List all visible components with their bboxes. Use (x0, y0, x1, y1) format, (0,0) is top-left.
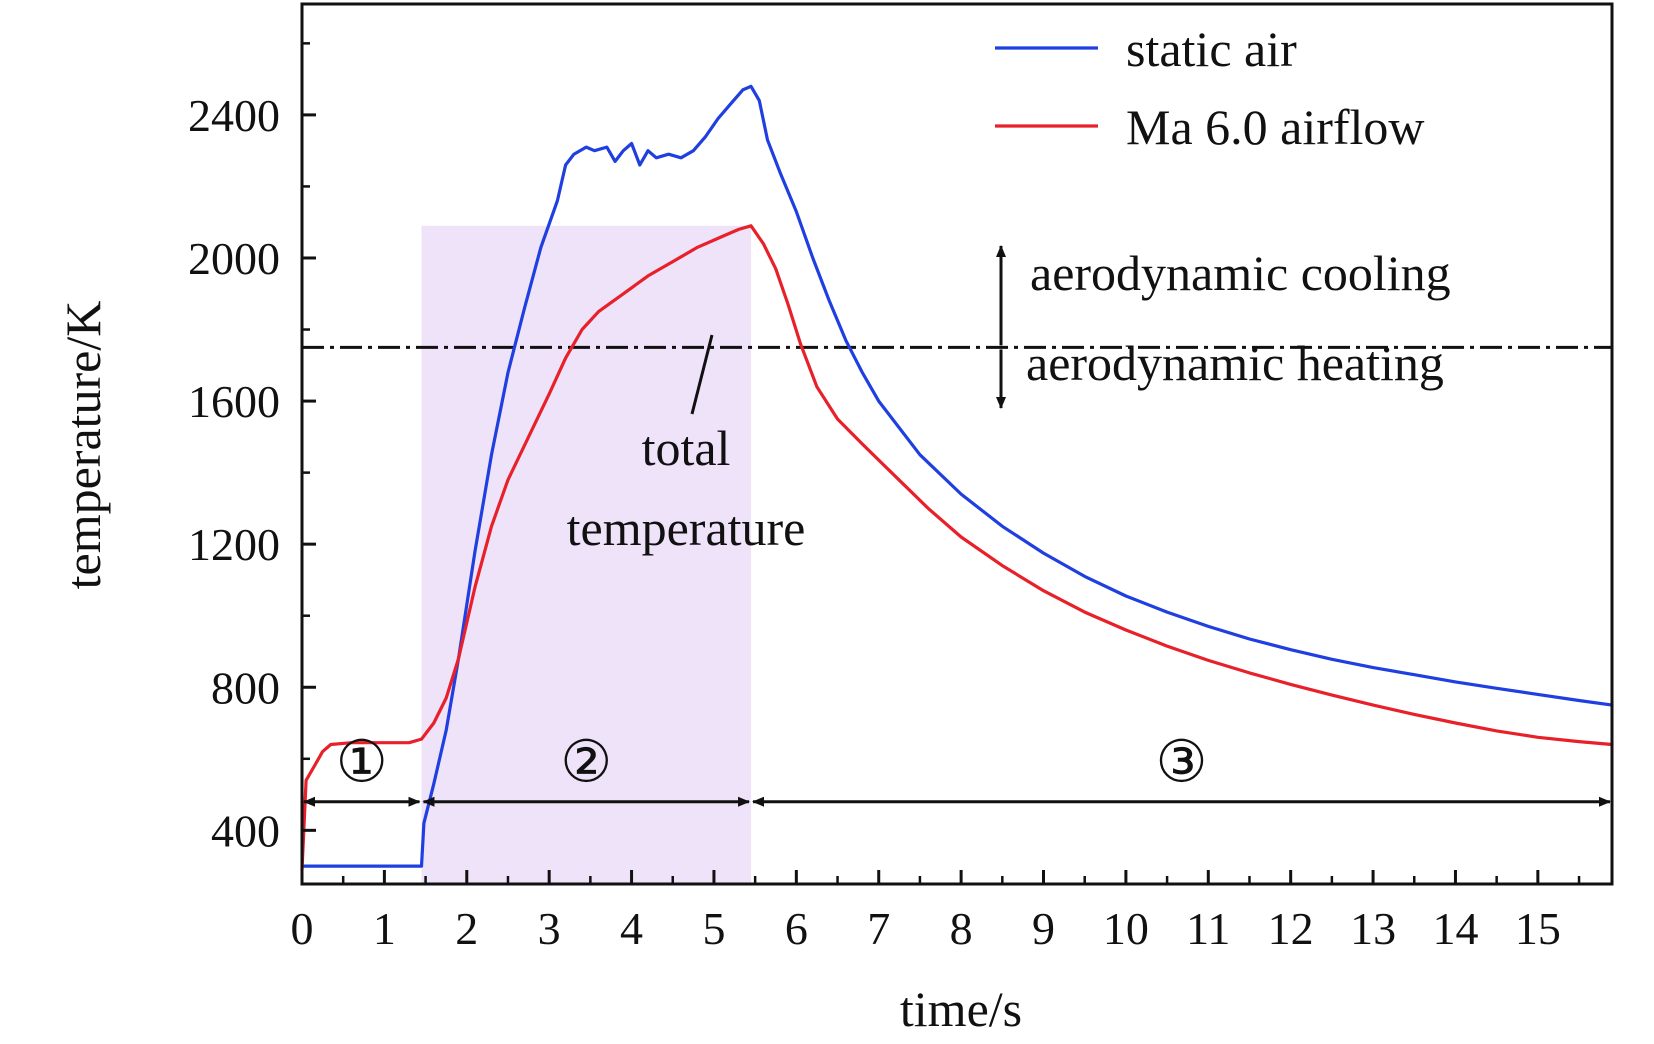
x-tick-label: 8 (950, 903, 973, 954)
x-tick-label: 14 (1432, 903, 1478, 954)
background-layer (421, 225, 752, 884)
x-tick-label: 9 (1032, 903, 1055, 954)
plot-frame (300, 2, 1614, 886)
total-temperature-pointer (690, 334, 714, 415)
shaded-region (421, 225, 752, 884)
x-tick-label: 0 (291, 903, 314, 954)
total-label-line2: temperature (567, 500, 806, 556)
x-tick-label: 10 (1103, 903, 1149, 954)
axes-layer: 0 1 2 3 4 5 6 7 8 9 10 11 12 13 14 15400800120016002000… (55, 2, 1614, 1037)
x-axis-title: time/s (900, 981, 1022, 1037)
x-tick-label: 7 (867, 903, 890, 954)
x-tick-label: 13 (1350, 903, 1396, 954)
x-tick-label: 2 (455, 903, 478, 954)
legend: static air Ma 6.0 airflow (995, 21, 1425, 155)
x-tick-label: 11 (1186, 903, 1230, 954)
series-line-2 (300, 224, 1614, 872)
y-tick-label: 2400 (188, 90, 280, 141)
y-tick-label: 2000 (188, 233, 280, 284)
series-line-1 (300, 84, 1614, 868)
x-tick-label: 12 (1268, 903, 1314, 954)
y-tick-label: 800 (211, 662, 280, 713)
x-tick-label: 3 (538, 903, 561, 954)
y-axis-title: temperature/K (55, 301, 111, 590)
legend-label-2: Ma 6.0 airflow (1126, 99, 1425, 155)
x-tick-label: 1 (373, 903, 396, 954)
legend-label-1: static air (1126, 21, 1297, 77)
y-tick-label: 400 (211, 805, 280, 856)
stage-label-3: ③ (1156, 730, 1208, 795)
x-tick-label: 4 (620, 903, 643, 954)
stage-label-2: ② (560, 730, 612, 795)
heating-label: aerodynamic heating (1026, 335, 1444, 391)
x-tick-label: 5 (702, 903, 725, 954)
x-tick-label: 6 (785, 903, 808, 954)
total-label-line1: total (642, 420, 731, 476)
stage-label-1: ① (336, 730, 388, 795)
cooling-label: aerodynamic cooling (1030, 245, 1451, 301)
x-tick-label: 15 (1515, 903, 1561, 954)
y-tick-label: 1600 (188, 376, 280, 427)
annotation-layer: ① ② ③ aerodynamic cooling aerodynamic heatin… (303, 245, 1611, 807)
y-tick-label: 1200 (188, 519, 280, 570)
series-layer (300, 84, 1614, 872)
